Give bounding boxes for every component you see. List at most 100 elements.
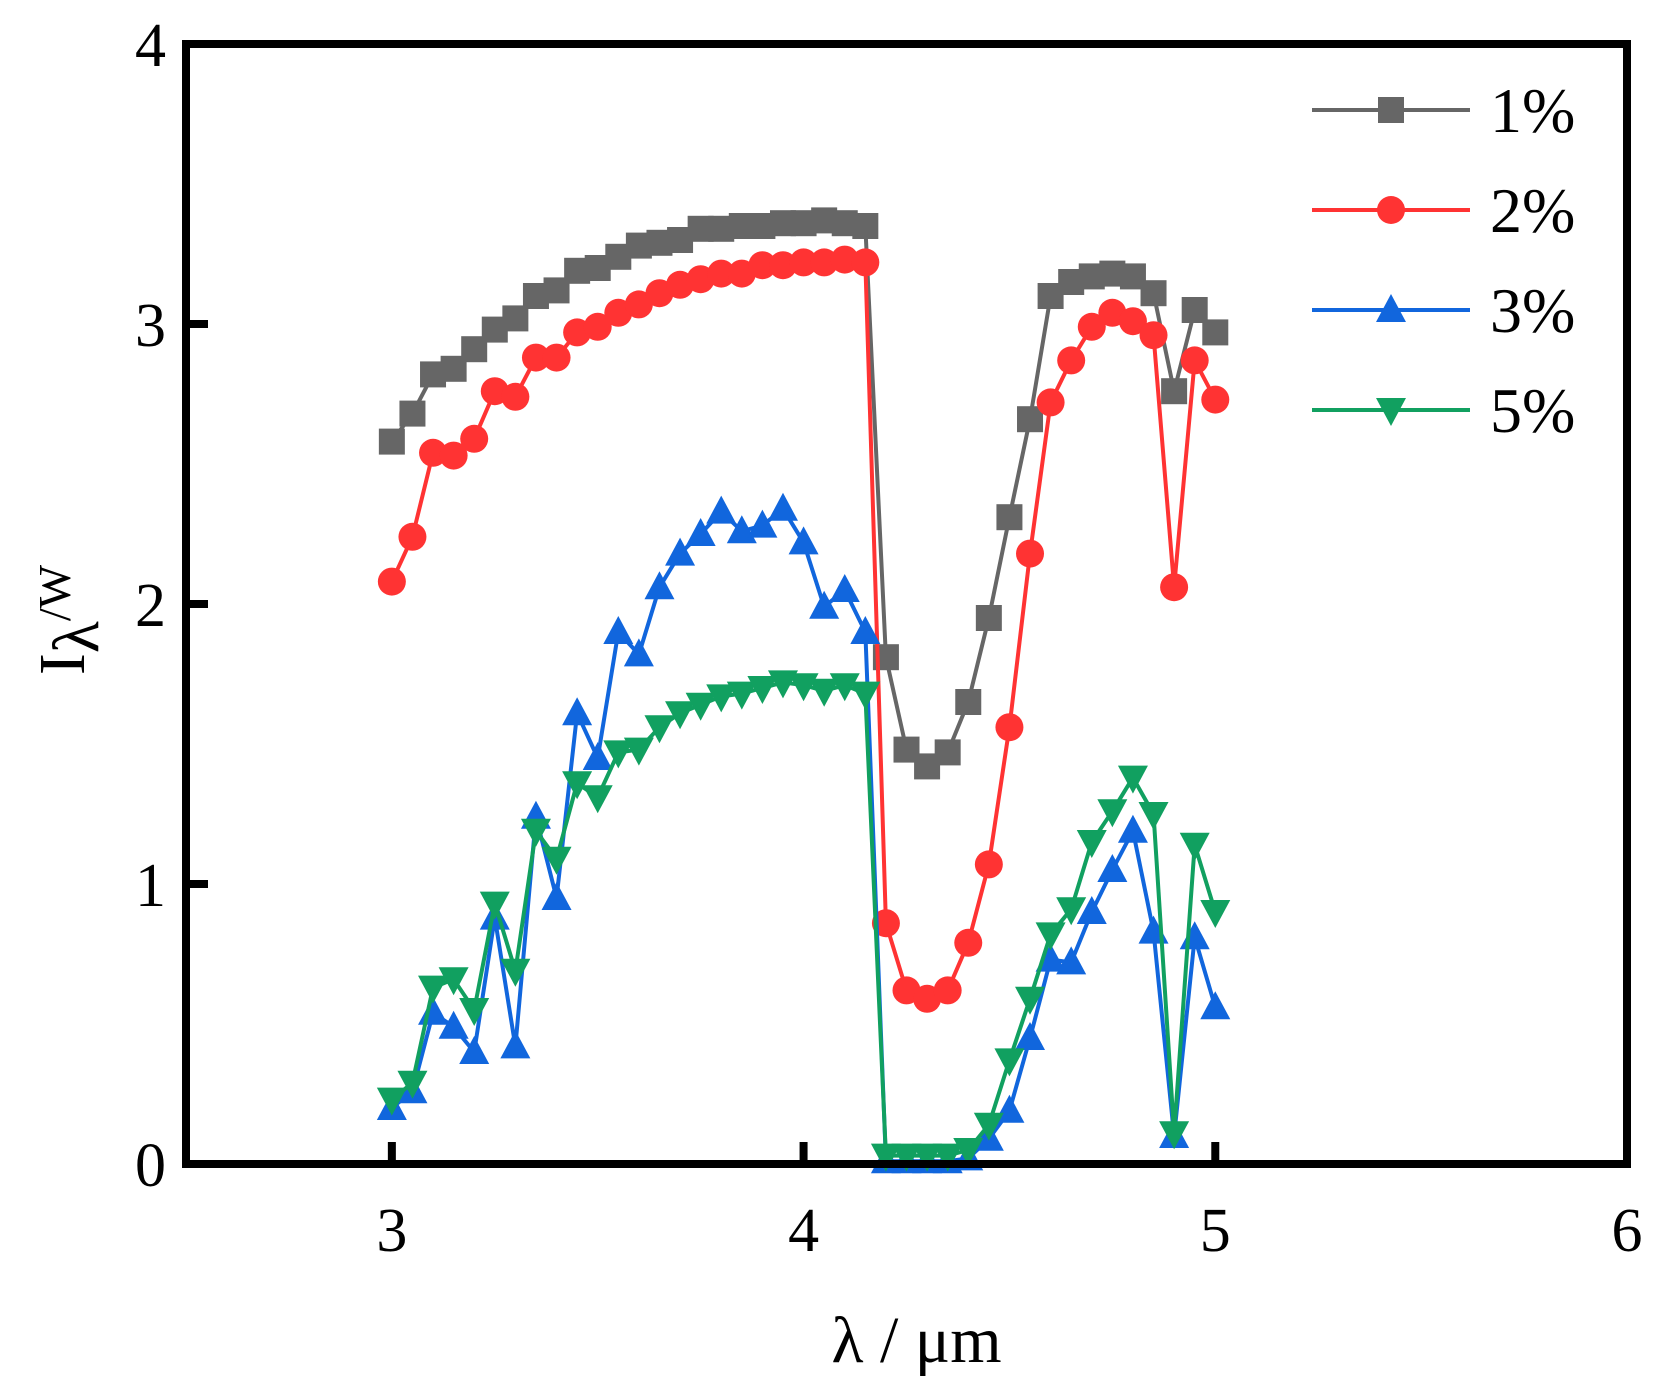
y-axis-title: Iλ/W [26,564,113,675]
series-2 [377,245,1230,1013]
data-point [1076,896,1107,924]
data-point [1138,802,1169,830]
data-point [809,678,840,707]
legend-marker [1378,97,1404,123]
data-point [1017,406,1044,433]
data-point [934,739,961,766]
data-point [789,248,818,277]
data-point [1202,319,1229,346]
data-point [479,891,510,920]
y-tick-label: 4 [135,12,166,80]
data-point [810,248,839,277]
data-point [500,958,531,987]
data-point [562,697,593,726]
data-point [1179,832,1210,861]
data-point [706,684,737,713]
data-point [975,605,1002,631]
data-point [459,998,490,1026]
data-point [459,1036,490,1064]
data-point [562,771,593,800]
data-point [521,343,550,372]
data-point [644,715,675,744]
data-point [644,571,675,600]
series-1 [378,207,1229,780]
data-point [830,245,859,274]
legend-label: 3% [1490,275,1575,346]
legend-item: 1% [1312,75,1575,146]
legend-marker [1376,294,1406,322]
data-point [1140,280,1167,307]
y-axis-title-main: I [26,653,99,675]
data-point [1056,897,1087,926]
data-point [685,692,716,721]
data-point [377,567,406,596]
data-point [582,742,613,770]
data-point [747,676,778,704]
data-point [891,1143,922,1172]
data-point [1036,388,1065,417]
data-point [850,681,881,710]
y-tick-label: 2 [135,572,166,640]
data-point [994,1048,1025,1077]
data-point [439,441,468,470]
y-axis-title-unit: /W [29,564,80,621]
data-point [850,616,881,644]
data-point [955,689,982,715]
data-point [1015,986,1046,1015]
data-point [1056,946,1087,975]
x-tick-label: 4 [788,1197,819,1265]
data-point [1159,1121,1190,1150]
data-point [933,976,962,1005]
legend-label: 5% [1490,375,1575,446]
data-point [932,1143,963,1172]
data-point [397,1070,428,1099]
data-point [438,967,469,996]
legend-marker [1376,398,1406,426]
data-point [500,1030,531,1059]
x-tick-label: 3 [376,1197,407,1265]
y-tick-label: 1 [135,852,166,920]
y-axis-title-subscript: λ [40,621,113,653]
data-point [398,522,427,551]
data-point [399,400,426,427]
data-point [1139,321,1168,350]
data-point [541,882,572,910]
data-point [767,670,798,699]
data-point [1076,830,1107,858]
data-point [829,673,860,702]
legend-item: 2% [1312,175,1575,246]
x-tick-label: 5 [1200,1197,1231,1265]
legend-item: 3% [1312,275,1575,346]
data-point [829,574,860,602]
data-point [748,251,777,280]
legend: 1% 2% 3% 5% [1312,75,1575,446]
data-point [460,424,489,453]
data-point [974,850,1003,879]
data-point [582,785,613,814]
data-point [851,248,880,277]
data-point [788,526,819,555]
data-point [1015,1022,1046,1050]
data-point [502,305,529,332]
data-point [685,518,716,546]
y-tick-label: 0 [135,1132,166,1200]
data-point [1160,573,1189,602]
data-point [809,590,840,619]
data-point [1077,312,1106,341]
data-point [419,438,448,467]
x-axis-title: λ / μm [831,1304,1001,1377]
data-point [707,259,736,288]
data-point [767,492,798,521]
data-point [378,428,405,455]
data-point [1117,814,1148,843]
data-point [1097,854,1128,882]
data-point [1161,378,1188,405]
data-point [520,818,551,847]
data-point [541,846,572,875]
data-point [852,213,879,239]
data-point [1035,943,1066,972]
axes-layer: 3 4 5 6 0 1 2 3 4 [135,12,1643,1265]
data-point [1181,297,1208,323]
